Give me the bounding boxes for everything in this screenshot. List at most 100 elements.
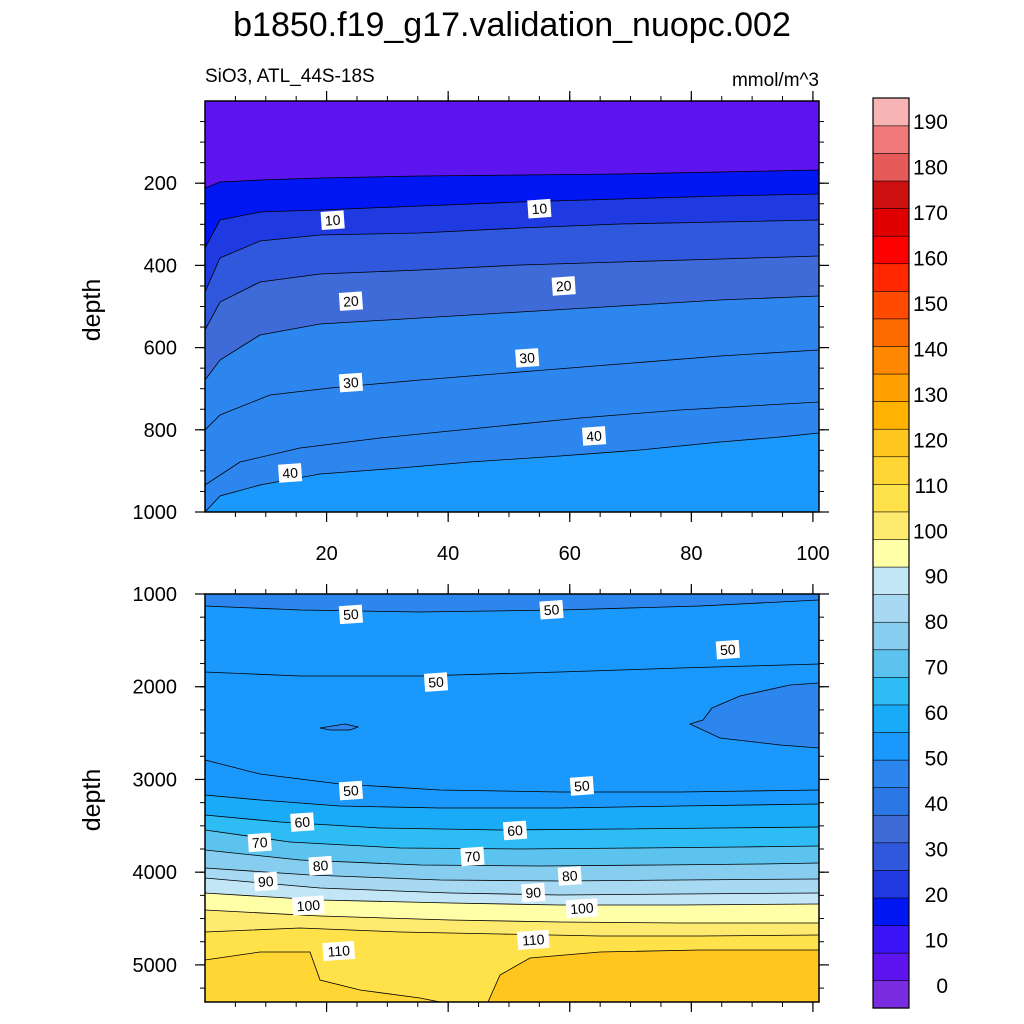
contour-label: 50 [539, 599, 564, 620]
y-tick-label: 600 [144, 338, 177, 360]
y-tick-label: 800 [144, 420, 177, 442]
lower-fill [205, 594, 819, 1002]
contour-label: 10 [320, 210, 345, 230]
contour-label-bg [247, 832, 272, 853]
contour-label-text: 50 [574, 777, 591, 794]
subtitle-units: mmol/m^3 [732, 70, 819, 91]
colorbar-box [872, 125, 910, 154]
lower-ticks: 1000 2000 3000 4000 5000 [133, 584, 829, 1012]
colorbar-box [872, 842, 910, 871]
contour-label: 90 [253, 871, 278, 892]
contour-label-bg [338, 291, 364, 311]
colorbar-box [872, 731, 910, 761]
contour-label-bg [338, 372, 364, 393]
contour-label: 60 [290, 812, 315, 832]
colorbar-tick-label: 130 [913, 384, 948, 407]
colorbar-tick-label: 100 [913, 520, 948, 543]
lower-region-40-small [320, 724, 358, 730]
y-tick-label: 2000 [133, 677, 178, 699]
contour-label: 50 [338, 604, 364, 625]
colorbar-box [872, 924, 910, 954]
contour-label-text: 50 [543, 601, 560, 618]
contour-label-text: 100 [570, 900, 595, 918]
colorbar-box [872, 97, 910, 127]
colorbar-box [872, 538, 910, 568]
contour-label-bg [715, 639, 740, 660]
x-tick-label: 40 [437, 543, 459, 565]
colorbar-box [872, 814, 910, 844]
contour-label: 90 [521, 882, 546, 903]
colorbar-tick-label: 80 [925, 611, 948, 634]
contour-label: 70 [460, 846, 485, 867]
colorbar-tick-label: 110 [915, 475, 948, 498]
x-tick-label: 80 [680, 543, 702, 565]
contour-label-bg [551, 276, 576, 296]
colorbar-tick-label: 30 [925, 839, 948, 862]
colorbar-box [872, 235, 910, 265]
colorbar-tick-label: 40 [925, 793, 948, 816]
contour-label: 30 [338, 372, 364, 393]
contour-label-bg [581, 426, 607, 446]
contour-label: 100 [292, 895, 325, 916]
y-tick-label: 1000 [133, 584, 178, 606]
contour-label: 40 [581, 426, 607, 446]
contour-label-bg [338, 604, 364, 625]
colorbar-box [872, 787, 910, 816]
contour-label-text: 30 [343, 374, 360, 391]
contour-label: 30 [515, 348, 540, 368]
y-tick-label: 4000 [133, 862, 178, 884]
contour-label-bg [516, 929, 550, 950]
contour-label-bg [569, 776, 595, 796]
x-tick-label: 100 [796, 543, 829, 565]
colorbar: 0 10 20 30 40 50 60 70 80 90 100 110 120 130 140 150 160… [872, 97, 948, 1009]
colorbar-tick-label: 70 [925, 657, 948, 680]
colorbar-tick-label: 90 [925, 566, 948, 589]
contour-label-bg [322, 940, 356, 962]
contour-label: 20 [338, 291, 364, 311]
contour-label-text: 10 [531, 200, 548, 217]
subtitle-left: SiO3, ATL_44S-18S [205, 66, 375, 87]
colorbar-box [872, 649, 910, 678]
upper-fill [205, 101, 819, 512]
contour-label-text: 50 [343, 782, 360, 799]
colorbar-box [872, 952, 910, 982]
y-tick-label: 1000 [133, 502, 178, 524]
contour-label-text: 90 [525, 884, 542, 901]
colorbar-tick-label: 120 [913, 429, 948, 452]
contour-label-text: 10 [324, 212, 341, 229]
contour-label: 20 [551, 276, 576, 296]
colorbar-tick-label: 160 [913, 247, 948, 270]
y-tick-label: 5000 [133, 955, 178, 977]
upper-contour-labels: 10 10 20 20 30 30 40 40 [278, 198, 607, 483]
figure-title: b1850.f19_g17.validation_nuopc.002 [233, 6, 791, 44]
contour-label-text: 100 [296, 897, 321, 915]
contour-label: 10 [527, 198, 552, 219]
contour-label-bg [423, 672, 449, 692]
colorbar-tick-label: 170 [913, 202, 948, 225]
colorbar-box [872, 483, 910, 513]
contour-label: 50 [423, 672, 449, 692]
contour-label-text: 50 [343, 606, 360, 623]
colorbar-frame [872, 97, 910, 1009]
colorbar-box [872, 401, 910, 430]
contour-label-text: 60 [507, 822, 524, 839]
contour-label-bg [565, 898, 599, 919]
colorbar-box [872, 373, 910, 402]
colorbar-box [872, 428, 910, 458]
colorbar-box [872, 704, 910, 733]
contour-label: 110 [322, 940, 356, 962]
upper-ticks: 20 40 60 80 100 200 400 600 800 1000 [133, 91, 830, 565]
lower-band-120 [205, 952, 440, 1002]
colorbar-box [872, 759, 910, 788]
upper-band-0 [205, 101, 819, 188]
colorbar-box [872, 897, 910, 926]
contour-label-bg [527, 198, 552, 219]
contour-label-bg [278, 463, 303, 483]
contour-label-text: 110 [522, 931, 546, 949]
colorbar-box [872, 290, 910, 320]
lower-contour-labels: 50 50 50 50 50 50 60 60 70 70 80 80 90 90 100 100 110 110 [247, 599, 740, 962]
colorbar-box [872, 318, 910, 347]
contour-label: 50 [338, 780, 364, 801]
lower-contour-lines [205, 599, 819, 1002]
y-tick-label: 3000 [133, 769, 178, 791]
